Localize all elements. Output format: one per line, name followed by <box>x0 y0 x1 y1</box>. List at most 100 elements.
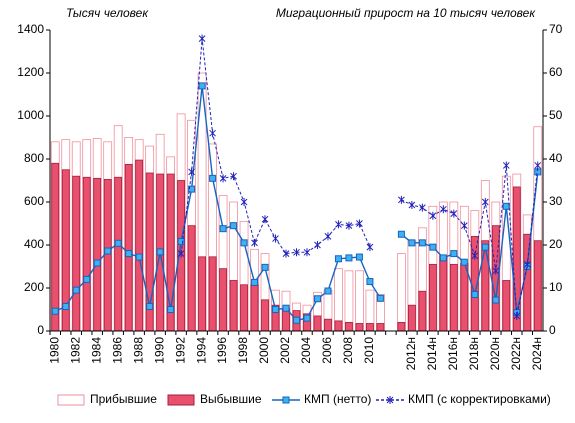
x-tick-label: 2016н <box>446 337 460 370</box>
marker <box>376 294 384 302</box>
bar <box>72 175 81 332</box>
bar <box>114 176 123 332</box>
marker <box>366 243 374 252</box>
bar <box>344 270 354 332</box>
x-tick-label: 1990 <box>152 337 166 364</box>
left-axis-title: Тысяч человек <box>66 6 149 20</box>
x-tick-label: 2002 <box>278 337 292 364</box>
x-tick-label: 1994 <box>194 337 208 364</box>
marker <box>439 205 447 214</box>
bar <box>533 240 542 332</box>
y2-tick-label: 10 <box>549 280 563 294</box>
marker <box>439 254 447 262</box>
legend-marker <box>282 396 290 404</box>
marker <box>293 248 300 257</box>
x-tick-label: 1984 <box>89 337 103 364</box>
marker <box>345 221 353 230</box>
marker <box>177 238 185 246</box>
bar <box>481 240 490 332</box>
y-tick-label: 1200 <box>17 65 44 79</box>
marker <box>125 250 133 258</box>
y-tick-label: 600 <box>24 194 44 208</box>
marker <box>188 185 196 193</box>
bar <box>93 177 102 332</box>
x-tick-label: 1988 <box>131 337 145 364</box>
x-tick-label: 2004 <box>299 337 313 364</box>
x-tick-label: 1996 <box>215 337 229 364</box>
marker <box>418 239 426 247</box>
marker <box>534 161 542 170</box>
y2-tick-label: 60 <box>549 65 563 79</box>
bar <box>355 270 364 332</box>
legend-label: Прибывшие <box>90 392 157 406</box>
marker <box>62 302 70 310</box>
right-axis-title: Миграционный прирост на 10 тысяч человек <box>276 6 536 20</box>
y2-tick-label: 20 <box>549 237 563 251</box>
marker <box>219 225 227 233</box>
marker <box>334 255 342 263</box>
marker <box>240 239 248 247</box>
x-tick-label: 1982 <box>68 337 82 364</box>
bar <box>397 321 406 332</box>
bar <box>229 280 238 332</box>
marker <box>230 172 237 181</box>
marker <box>408 239 416 247</box>
x-tick-label: 1980 <box>47 337 61 364</box>
marker <box>93 259 101 267</box>
marker <box>314 241 321 249</box>
marker <box>366 278 374 286</box>
marker <box>460 258 468 266</box>
marker <box>335 220 342 229</box>
bar <box>135 159 144 332</box>
y-tick-label: 400 <box>24 237 44 251</box>
bar <box>376 323 385 332</box>
marker <box>471 290 479 298</box>
bar <box>396 253 406 332</box>
marker <box>492 266 500 275</box>
marker <box>198 34 206 43</box>
legend-swatch <box>167 394 195 406</box>
bar <box>428 263 437 332</box>
x-tick-label: 2010 <box>362 337 376 364</box>
legend-label: КМП (нетто) <box>304 392 371 406</box>
y-tick-label: 0 <box>37 323 44 337</box>
marker <box>471 251 479 260</box>
bar <box>418 290 427 332</box>
marker <box>408 201 416 210</box>
marker <box>523 260 531 269</box>
bar <box>345 321 353 332</box>
marker <box>450 209 458 218</box>
marker <box>492 296 500 304</box>
line <box>401 165 539 316</box>
bar <box>407 304 416 332</box>
bar <box>313 315 322 332</box>
marker <box>303 248 311 257</box>
marker <box>251 278 259 286</box>
marker <box>146 302 154 310</box>
x-tick-label: 2024н <box>530 337 544 370</box>
marker <box>429 243 437 251</box>
marker <box>356 219 363 228</box>
y2-tick-label: 40 <box>549 151 563 165</box>
marker <box>460 221 468 230</box>
marker <box>156 248 164 256</box>
x-tick-label: 2012н <box>404 337 418 370</box>
marker <box>114 239 122 247</box>
bar <box>334 320 343 332</box>
marker <box>251 238 258 247</box>
marker <box>261 263 269 271</box>
bar <box>366 323 374 332</box>
marker <box>481 198 489 206</box>
marker <box>282 304 290 312</box>
marker <box>398 195 405 204</box>
bar <box>439 255 448 332</box>
x-tick-label: 2008 <box>341 337 355 364</box>
marker <box>313 295 321 303</box>
x-tick-label: 2014н <box>425 337 439 370</box>
x-tick-label: 2020н <box>488 337 502 370</box>
x-tick-label: 2006 <box>320 337 334 364</box>
marker <box>72 286 80 294</box>
marker <box>219 174 227 183</box>
x-tick-label: 1998 <box>236 337 250 364</box>
bar <box>449 263 458 332</box>
